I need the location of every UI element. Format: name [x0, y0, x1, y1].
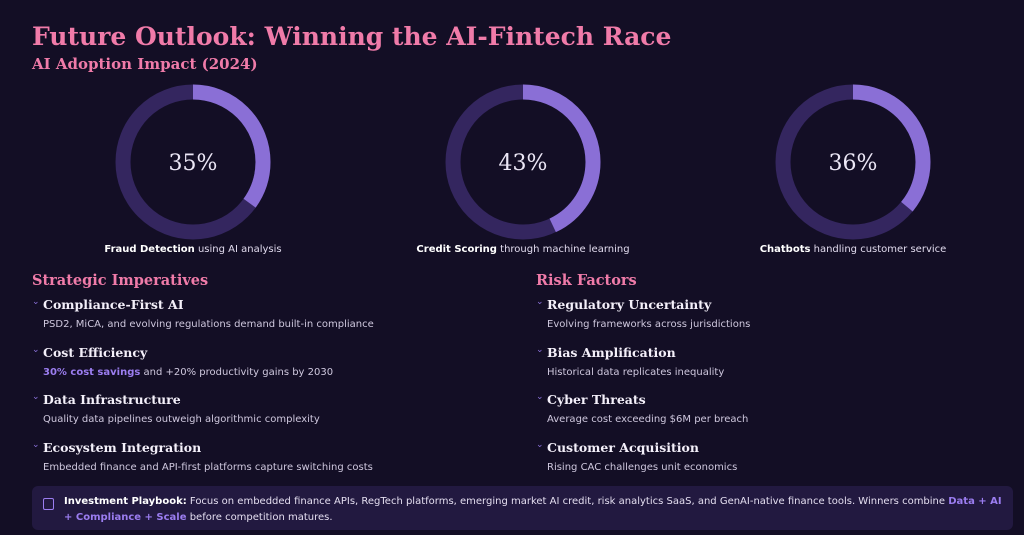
item-desc: Embedded finance and API-first platforms… — [43, 462, 373, 473]
metric-caption: Fraud Detection using AI analysis — [28, 244, 358, 255]
metric-text: using AI analysis — [197, 244, 282, 255]
title: Future Outlook: Winning the AI-Fintech R… — [32, 22, 672, 51]
item-highlight: 30% cost savings — [43, 366, 141, 378]
chevron: ⌄ — [536, 392, 544, 402]
subtitle: AI Adoption Impact (2024) — [32, 55, 258, 73]
item-text: Quality data pipelines outweigh algorith… — [43, 414, 320, 425]
item-text: and +20% productivity gains by 2030 — [143, 366, 334, 378]
metric-name: Credit Scoring — [416, 244, 497, 255]
chevron: ⌄ — [32, 392, 40, 402]
chevron: ⌄ — [536, 297, 544, 307]
item-heading: Data Infrastructure — [43, 392, 181, 407]
playbook-box: Investment Playbook: Focus on embedded f… — [32, 486, 1013, 530]
playbook-highlight: Data + AI + Compliance + Scale — [64, 496, 1002, 523]
item-desc: 30% cost savings and +20% productivity g… — [43, 367, 333, 378]
note-icon — [43, 498, 54, 510]
metric-caption: Chatbots handling customer service — [688, 244, 1018, 255]
donut-arc — [115, 84, 271, 240]
item-desc: Rising CAC challenges unit economics — [547, 462, 737, 473]
item-heading: Bias Amplification — [547, 344, 676, 360]
donut-label: 36% — [829, 151, 878, 176]
item-desc: Average cost exceeding $6M per breach — [547, 414, 748, 425]
chevron: ⌄ — [32, 439, 40, 450]
item-desc: Evolving frameworks across jurisdictions — [547, 319, 750, 330]
item-text: Embedded finance and API-first platforms… — [43, 461, 373, 473]
chevron: ⌄ — [536, 439, 544, 450]
chevron: ⌄ — [536, 344, 544, 355]
item-desc: Quality data pipelines outweigh algorith… — [43, 414, 320, 425]
metric-caption: Credit Scoring through machine learning — [358, 244, 688, 255]
section-title: Risk Factors — [536, 272, 637, 289]
item-text: Historical data replicates inequality — [547, 366, 725, 378]
item-heading: Customer Acquisition — [547, 439, 699, 455]
item-desc: PSD2, MiCA, and evolving regulations dem… — [43, 319, 374, 330]
section-title: Strategic Imperatives — [32, 272, 209, 289]
donut-arc — [445, 84, 601, 240]
donut-charts: 35% 43% 36% — [115, 84, 931, 240]
metric-text: handling customer service — [813, 244, 947, 255]
donut-label: 43% — [499, 151, 548, 176]
item-text: Average cost exceeding $6M per breach — [547, 414, 749, 425]
item-heading: Ecosystem Integration — [43, 439, 202, 455]
playbook-body: Focus on embedded finance APIs, RegTech … — [189, 496, 946, 507]
item-text: PSD2, MiCA, and evolving regulations dem… — [43, 319, 374, 330]
metric-name: Fraud Detection — [104, 244, 195, 255]
item-heading: Cyber Threats — [547, 392, 646, 407]
item-heading: Cost Efficiency — [43, 344, 148, 360]
chevron: ⌄ — [32, 297, 40, 307]
item-text: Evolving frameworks across jurisdictions — [547, 319, 751, 330]
item-desc: Historical data replicates inequality — [547, 367, 724, 378]
item-heading: Compliance-First AI — [43, 297, 184, 312]
item-heading: Regulatory Uncertainty — [547, 297, 712, 312]
donut-arc — [775, 84, 931, 240]
metric-text: through machine learning — [500, 244, 630, 255]
donut-label: 35% — [169, 151, 218, 176]
item-text: Rising CAC challenges unit economics — [547, 461, 738, 473]
playbook-text: Investment Playbook: Focus on embedded f… — [64, 494, 1004, 526]
playbook-label: Investment Playbook: — [64, 496, 187, 507]
chevron: ⌄ — [32, 344, 40, 355]
metric-name: Chatbots — [759, 244, 811, 255]
playbook-tail: before competition matures. — [189, 512, 333, 523]
